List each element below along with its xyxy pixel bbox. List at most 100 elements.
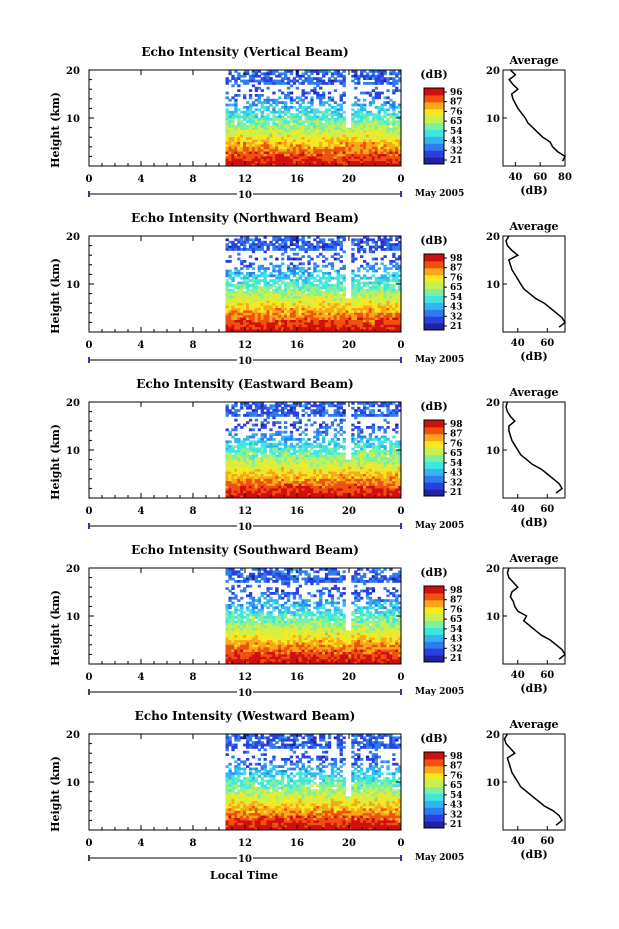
heatmap-cell <box>245 404 250 408</box>
heatmap-cell <box>313 110 317 114</box>
heatmap-cell <box>345 132 349 136</box>
heatmap-cell <box>324 110 329 114</box>
heatmap-cell <box>313 134 317 138</box>
heatmap-cell <box>245 125 250 128</box>
heatmap-cell <box>260 72 264 76</box>
heatmap-cell <box>389 77 393 80</box>
heatmap-cell <box>316 70 320 73</box>
heatmap-cell <box>389 286 393 290</box>
heatmap-cell <box>319 457 323 460</box>
heatmap-cell <box>324 327 329 330</box>
heatmap-cell <box>354 462 358 465</box>
heatmap-cell <box>362 411 367 415</box>
heatmap-cell <box>289 476 294 480</box>
heatmap-cell <box>386 291 390 294</box>
heatmap-cell <box>310 70 314 73</box>
heatmap-cell <box>336 438 340 441</box>
heatmap-cell <box>234 238 238 242</box>
heatmap-cell <box>275 300 279 304</box>
heatmap-cell <box>351 158 355 162</box>
heatmap-cell <box>225 91 229 95</box>
heatmap-cell <box>231 115 235 119</box>
heatmap-cell <box>374 154 378 157</box>
heatmap-cell <box>228 154 232 157</box>
heatmap-cell <box>374 122 378 126</box>
colorbar-tick-label: 65 <box>450 117 463 127</box>
heatmap-cell <box>324 146 329 150</box>
heatmap-cell <box>348 471 352 475</box>
heatmap-cell <box>357 471 361 475</box>
heatmap-cell <box>322 435 326 439</box>
heatmap-cell <box>251 103 256 107</box>
heatmap-cell <box>398 464 402 468</box>
heatmap-cell <box>284 118 288 121</box>
heatmap-cell <box>327 161 332 164</box>
heatmap-cell <box>301 72 305 76</box>
heatmap-cell <box>313 238 317 242</box>
heatmap-cell <box>357 433 361 436</box>
heatmap-cell <box>240 137 244 140</box>
heatmap-cell <box>254 98 259 102</box>
heatmap-cell <box>225 464 229 468</box>
heatmap-cell <box>345 158 349 162</box>
heatmap-cell <box>237 476 241 480</box>
heatmap-cell <box>351 469 355 472</box>
heatmap-cell <box>292 79 297 83</box>
heatmap-cell <box>295 310 300 314</box>
heatmap-cell <box>377 74 381 78</box>
heatmap-cell <box>278 327 282 330</box>
heatmap-cell <box>254 248 259 251</box>
heatmap-cell <box>322 281 326 285</box>
heatmap-cell <box>251 459 256 463</box>
heatmap-cell <box>307 438 311 441</box>
heatmap-cell <box>292 293 297 297</box>
heatmap-cell <box>260 267 264 270</box>
heatmap-cell <box>365 457 370 460</box>
heatmap-cell <box>295 459 300 463</box>
heatmap-cell <box>354 279 358 282</box>
heatmap-cell <box>342 115 346 119</box>
heatmap-cell <box>333 106 338 109</box>
heatmap-cell <box>322 474 326 477</box>
heatmap-cell <box>286 305 291 309</box>
heatmap-cell <box>365 442 370 446</box>
heatmap-cell <box>389 161 393 164</box>
heatmap-cell <box>281 149 285 152</box>
heatmap-cell <box>354 151 358 155</box>
heatmap-cell <box>304 445 308 448</box>
heatmap-cell <box>392 457 396 460</box>
heatmap-cell <box>333 286 338 290</box>
heatmap-cell <box>254 79 259 83</box>
heatmap-cell <box>371 101 376 104</box>
heatmap-cell <box>251 324 256 328</box>
heatmap-cell <box>339 137 343 140</box>
heatmap-cell <box>234 310 238 314</box>
heatmap-cell <box>281 243 285 246</box>
heatmap-cell <box>322 438 326 441</box>
heatmap-cell <box>292 452 297 456</box>
heatmap-cell <box>240 320 244 323</box>
heatmap-cell <box>272 474 276 477</box>
heatmap-cell <box>284 457 288 460</box>
heatmap-cell <box>278 115 282 119</box>
heatmap-cell <box>371 96 376 100</box>
heatmap-cell <box>289 445 294 448</box>
heatmap-cell <box>319 98 323 102</box>
heatmap-cell <box>231 303 235 306</box>
heatmap-cell <box>313 108 317 112</box>
heatmap-cell <box>360 459 364 463</box>
heatmap-cell <box>243 264 247 268</box>
heatmap-cell <box>313 310 317 314</box>
heatmap-cell <box>254 274 259 278</box>
heatmap-cell <box>330 474 335 477</box>
heatmap-cell <box>322 255 326 258</box>
heatmap-cell <box>284 284 288 287</box>
heatmap-cell <box>377 161 381 164</box>
heatmap-cell <box>354 125 358 128</box>
heatmap-cell <box>301 447 305 451</box>
heatmap-cell <box>362 77 367 80</box>
heatmap-cell <box>362 322 367 326</box>
heatmap-cell <box>243 279 247 282</box>
heatmap-cell <box>295 156 300 160</box>
heatmap-cell <box>368 462 373 465</box>
